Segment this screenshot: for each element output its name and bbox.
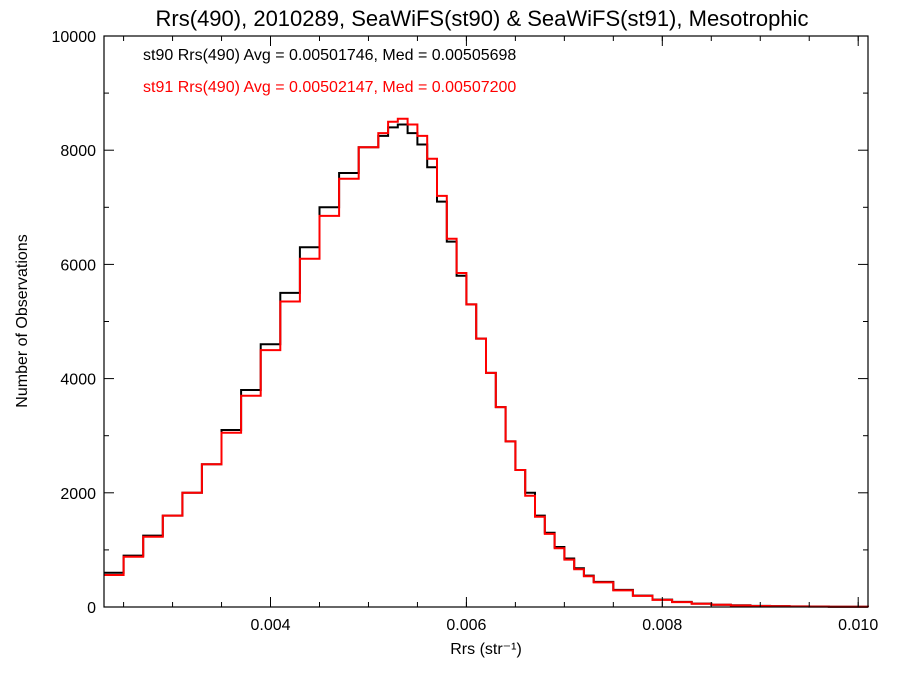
x-axis-label: Rrs (str⁻¹) [450, 641, 522, 658]
y-tick-label: 8000 [60, 143, 96, 160]
series-2-line [104, 117, 869, 608]
y-tick-label: 10000 [52, 29, 97, 46]
x-axis: 0.004 0.006 0.008 0.010 [123, 36, 878, 634]
annotation-st91: st91 Rrs(490) Avg = 0.00502147, Med = 0.… [143, 79, 516, 96]
annotation-st90: st90 Rrs(490) Avg = 0.00501746, Med = 0.… [143, 47, 516, 64]
plot-area [104, 117, 869, 608]
y-tick-label: 6000 [60, 257, 96, 274]
x-tick-label: 0.008 [642, 617, 682, 634]
plot-frame [103, 35, 869, 608]
y-tick-label: 4000 [60, 372, 96, 389]
y-tick-label: 0 [87, 600, 96, 617]
chart-title: Rrs(490), 2010289, SeaWiFS(st90) & SeaWi… [156, 6, 809, 31]
y-axis-label: Number of Observations [14, 234, 31, 407]
y-tick-label: 2000 [60, 486, 96, 503]
x-tick-label: 0.004 [250, 617, 290, 634]
x-tick-label: 0.006 [446, 617, 486, 634]
x-tick-label: 0.010 [838, 617, 878, 634]
y-axis: 0 2000 4000 6000 8000 10000 [52, 29, 868, 617]
